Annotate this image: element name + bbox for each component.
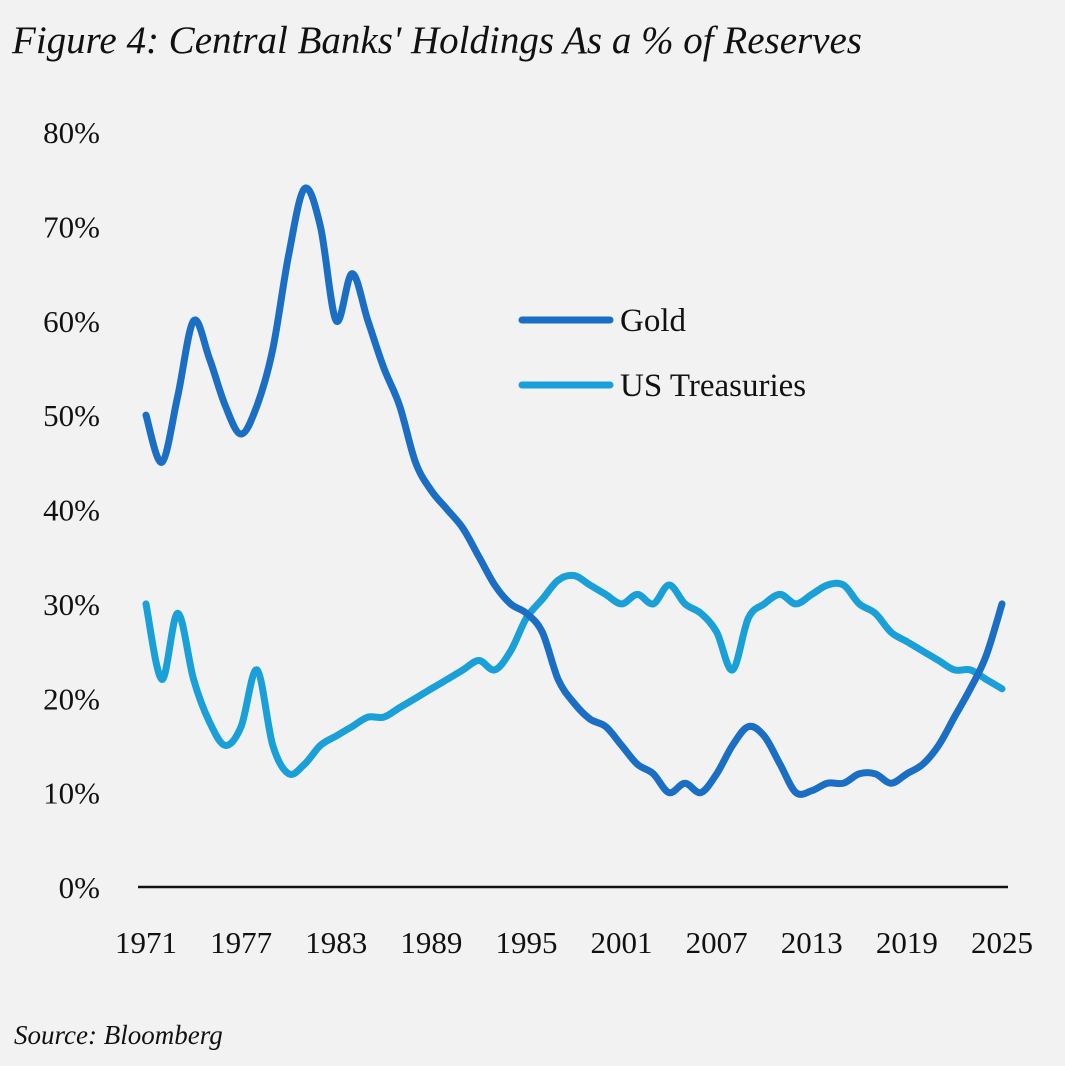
legend-label-us-treasuries: US Treasuries xyxy=(620,368,806,404)
x-tick-label: 1989 xyxy=(400,925,462,960)
y-tick-label: 40% xyxy=(43,493,100,528)
y-tick-label: 0% xyxy=(59,870,100,905)
x-tick-label: 1977 xyxy=(210,925,272,960)
series-lines xyxy=(142,184,1006,798)
y-tick-label: 50% xyxy=(43,398,100,433)
chart-title: Figure 4: Central Banks' Holdings As a %… xyxy=(12,19,862,62)
y-axis-labels: 0% 10% 20% 30% 40% 50% 60% 70% 80% xyxy=(43,115,100,905)
legend: Gold US Treasuries xyxy=(518,303,806,404)
x-tick-label: 1983 xyxy=(305,925,367,960)
y-tick-label: 30% xyxy=(43,587,100,622)
y-tick-label: 70% xyxy=(43,209,100,244)
x-tick-label: 2001 xyxy=(591,925,653,960)
legend-label-gold: Gold xyxy=(620,303,687,339)
series-line-gold xyxy=(142,184,1006,798)
y-tick-label: 80% xyxy=(43,115,100,150)
x-tick-label: 1971 xyxy=(115,925,177,960)
series-line-us-treasuries xyxy=(142,571,1006,778)
x-tick-label: 2013 xyxy=(781,925,843,960)
y-tick-label: 60% xyxy=(43,304,100,339)
y-tick-label: 20% xyxy=(43,681,100,716)
x-tick-label: 2025 xyxy=(971,925,1033,960)
x-axis-labels: 1971 1977 1983 1989 1995 2001 2007 2013 2019 2025 xyxy=(115,925,1033,960)
y-tick-label: 10% xyxy=(43,776,100,811)
x-tick-label: 2007 xyxy=(686,925,748,960)
x-tick-label: 1995 xyxy=(495,925,557,960)
x-tick-label: 2019 xyxy=(876,925,938,960)
source-note: Source: Bloomberg xyxy=(14,1020,223,1050)
